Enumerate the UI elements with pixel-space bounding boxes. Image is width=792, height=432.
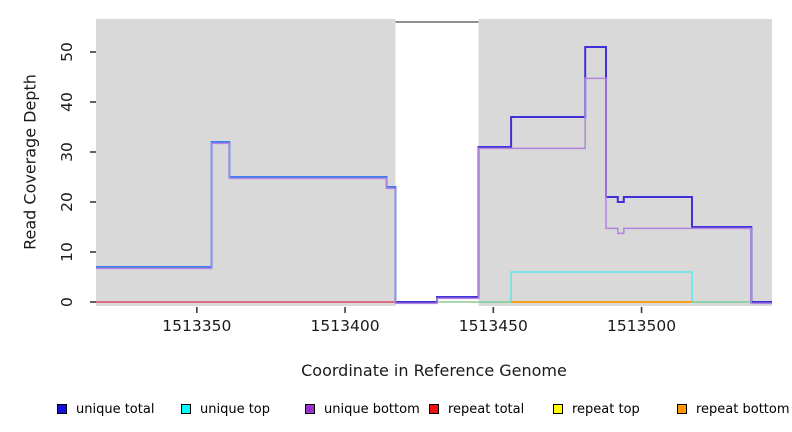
legend-swatch-repeat-top	[553, 404, 563, 414]
x-axis-title: Coordinate in Reference Genome	[301, 361, 567, 380]
legend-item-repeat-total: repeat total	[429, 399, 524, 419]
legend-swatch-unique-top	[181, 404, 191, 414]
legend-item-unique-top: unique top	[181, 399, 270, 419]
legend-item-repeat-bottom: repeat bottom	[677, 399, 790, 419]
y-tick-label: 20	[58, 192, 76, 212]
legend-swatch-unique-total	[57, 404, 67, 414]
plot-shaded-region-1	[478, 19, 773, 306]
x-tick-label: 1513350	[162, 317, 231, 335]
legend-label: unique bottom	[324, 401, 420, 417]
y-tick-label: 40	[58, 92, 76, 112]
legend: unique total unique top unique bottom repea…	[0, 399, 792, 421]
legend-item-repeat-top: repeat top	[553, 399, 640, 419]
x-tick-label: 1513400	[311, 317, 380, 335]
series-line-unique-bottom	[96, 77, 772, 305]
legend-label: repeat top	[572, 401, 640, 417]
legend-item-unique-bottom: unique bottom	[305, 399, 420, 419]
coverage-gap-top-border	[395, 21, 479, 23]
plot-area: 1513350 1513400 1513450 1513500 0 10 20 30 40 50	[58, 19, 773, 335]
coverage-gap-region	[395, 19, 479, 306]
legend-item-unique-total: unique total	[57, 399, 154, 419]
legend-swatch-repeat-bottom	[677, 404, 687, 414]
legend-swatch-unique-bottom	[305, 404, 315, 414]
y-tick-label: 0	[58, 297, 76, 307]
x-tick-label: 1513450	[459, 317, 528, 335]
legend-label: unique total	[76, 401, 155, 417]
y-axis-title: Read Coverage Depth	[20, 74, 40, 250]
x-tick-label: 1513500	[607, 317, 676, 335]
y-tick-label: 30	[58, 142, 76, 162]
legend-label: repeat bottom	[696, 401, 790, 417]
y-tick-label: 50	[58, 42, 76, 62]
y-tick-label: 10	[58, 242, 76, 262]
legend-label: unique top	[200, 401, 271, 417]
legend-swatch-repeat-total	[429, 404, 439, 414]
legend-label: repeat total	[448, 401, 525, 417]
plot-shaded-region-0	[96, 19, 396, 306]
